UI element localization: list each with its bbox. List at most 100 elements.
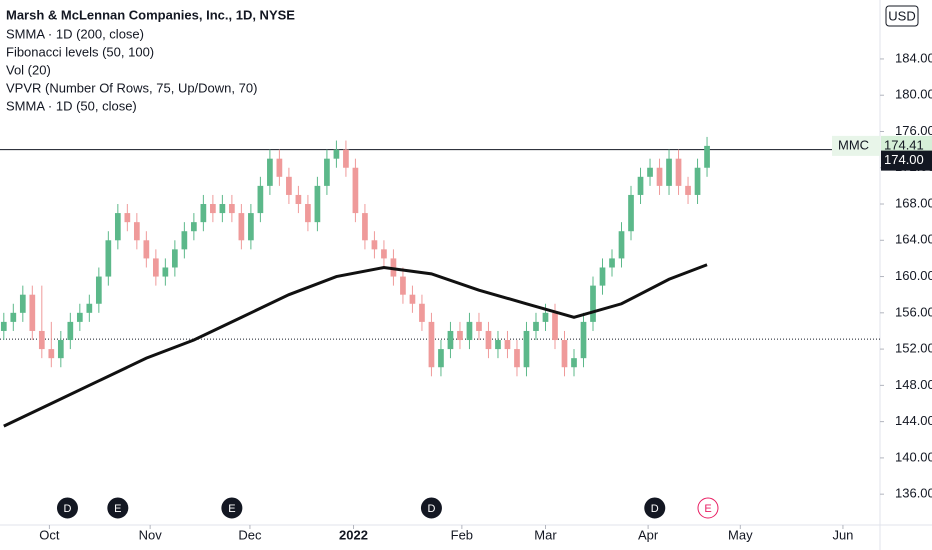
x-tick-label: Feb	[451, 527, 473, 542]
candle-body	[57, 340, 64, 359]
x-tick-label: Nov	[139, 527, 163, 542]
candle-body	[447, 330, 454, 350]
event-label: E	[114, 503, 121, 515]
y-tick-label: 148.00	[895, 377, 932, 392]
indicator-label: SMMA · 1D (200, close)	[6, 26, 144, 41]
x-tick-label: 2022	[339, 527, 368, 542]
candle-body	[637, 176, 644, 195]
symbol-label: MMC	[838, 137, 869, 152]
y-tick-label: 180.00	[895, 87, 932, 102]
candle-body	[295, 194, 302, 205]
candle-body	[523, 330, 530, 368]
candle-body	[352, 167, 359, 214]
candle-body	[229, 204, 235, 214]
event-marker	[221, 497, 243, 519]
candle-body	[153, 258, 159, 277]
event-label: D	[651, 503, 659, 515]
y-tick-label: 176.00	[895, 123, 932, 138]
y-tick-label: 140.00	[895, 449, 932, 464]
candle-body	[29, 294, 36, 331]
indicator-label: Vol (20)	[6, 62, 51, 77]
candle-body	[238, 213, 245, 241]
candle-body	[476, 321, 482, 331]
candle-body	[324, 158, 330, 186]
candle-body	[542, 312, 549, 322]
candle-body	[400, 276, 406, 295]
x-tick-label: Oct	[39, 527, 60, 542]
candle-body	[105, 240, 112, 277]
candle-body	[86, 303, 93, 313]
candle-body	[428, 321, 435, 368]
candle-body	[552, 312, 558, 341]
candle-body	[200, 204, 207, 223]
symbol-box	[832, 135, 880, 156]
candle-body	[694, 167, 701, 195]
candle-body	[504, 340, 511, 350]
candle-body	[618, 231, 625, 259]
candle-body	[580, 321, 587, 359]
candle-body	[133, 222, 140, 241]
event-label: E	[228, 503, 235, 515]
candle-body	[114, 213, 121, 241]
candle-body	[95, 276, 102, 304]
candle-body	[457, 330, 463, 341]
candle-body	[257, 185, 264, 214]
candle-body	[10, 312, 17, 322]
y-tick-label: 160.00	[895, 268, 932, 283]
candle-body	[362, 213, 368, 241]
candle-body	[409, 294, 416, 304]
candle-body	[333, 149, 340, 159]
candle-body	[675, 158, 682, 186]
y-tick-label: 184.00	[895, 50, 932, 65]
candle-body	[0, 321, 7, 331]
candle-body	[38, 330, 45, 350]
y-tick-label: 168.00	[895, 195, 932, 210]
currency[interactable]: USD	[888, 8, 915, 23]
y-tick-label: 156.00	[895, 304, 932, 319]
candle-body	[181, 231, 188, 250]
candle-body	[67, 321, 74, 341]
candle-body	[666, 158, 672, 186]
candle-body	[571, 358, 577, 368]
candle-body	[276, 158, 283, 177]
event-marker	[420, 497, 442, 519]
y-tick-label: 152.00	[895, 341, 932, 356]
candle-body	[76, 312, 83, 322]
y-tick-label: 136.00	[895, 486, 932, 501]
candle-body	[191, 222, 197, 232]
candle-body	[590, 285, 596, 322]
candle-body	[485, 330, 492, 350]
event-marker	[697, 497, 719, 519]
event-marker	[644, 497, 666, 519]
candle-body	[267, 158, 273, 186]
candle-body	[219, 204, 226, 214]
x-tick-label: May	[728, 527, 753, 542]
currency-box[interactable]	[885, 5, 919, 27]
level-box	[881, 150, 932, 171]
candle-body	[305, 204, 311, 223]
last-price-label: 174.41	[884, 137, 924, 152]
y-tick-label: 144.00	[895, 413, 932, 428]
candle-body	[466, 321, 473, 341]
event-label: E	[704, 503, 711, 515]
x-tick-label: Dec	[238, 527, 262, 542]
x-tick-label: Mar	[534, 527, 557, 542]
candle-body	[210, 204, 216, 214]
candle-body	[381, 249, 387, 259]
candle-body	[314, 185, 321, 223]
candle-body	[656, 167, 663, 186]
candle-body	[162, 267, 169, 277]
candle-body	[438, 349, 444, 368]
candle-body	[628, 194, 634, 232]
candle-body	[533, 321, 539, 331]
event-label: D	[427, 503, 435, 515]
candle-body	[343, 149, 349, 168]
candle-body	[609, 258, 615, 268]
candle-body	[599, 267, 606, 286]
indicator-label: Fibonacci levels (50, 100)	[6, 44, 154, 59]
y-tick-label: 164.00	[895, 232, 932, 247]
level-label: 174.00	[884, 152, 924, 167]
candle-body	[419, 303, 425, 322]
indicator-label: SMMA · 1D (50, close)	[6, 98, 137, 113]
